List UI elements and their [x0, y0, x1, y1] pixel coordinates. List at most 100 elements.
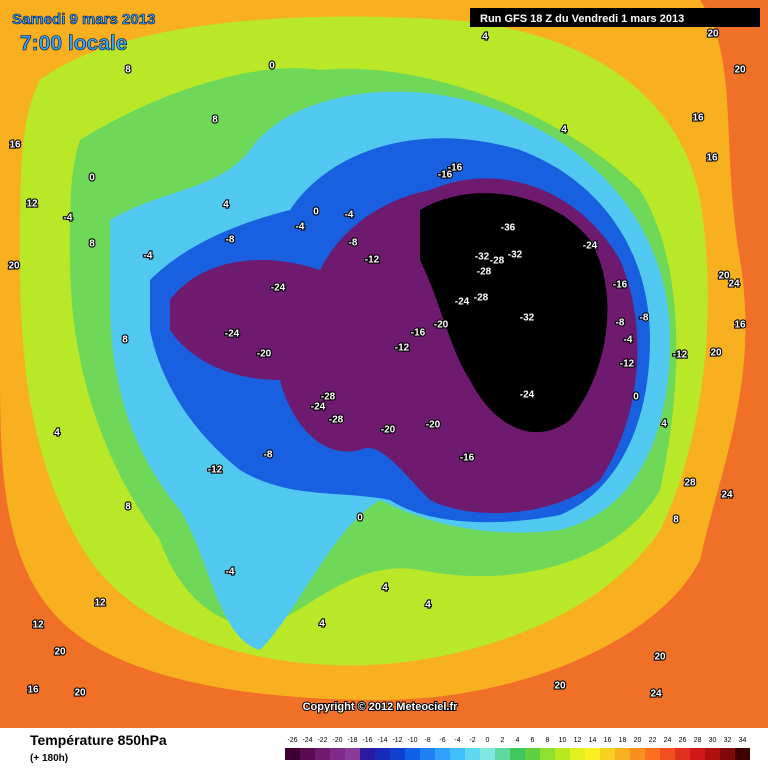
contour-label: -12 — [620, 359, 635, 370]
contour-label: -8 — [640, 313, 649, 324]
contour-label: -8 — [264, 450, 273, 461]
contour-label: 4 — [382, 583, 388, 594]
contour-label: 20 — [8, 261, 20, 272]
legend-label: 8 — [546, 737, 550, 744]
contour-label: -12 — [208, 465, 223, 476]
contour-label: 0 — [89, 173, 95, 184]
contour-label: -20 — [434, 320, 449, 331]
contour-label: 8 — [125, 65, 131, 76]
legend-label: -10 — [407, 737, 417, 744]
contour-label: -28 — [477, 267, 492, 278]
contour-label: -28 — [474, 293, 489, 304]
contour-label: -12 — [395, 343, 410, 354]
contour-label: -4 — [345, 210, 354, 221]
date-label: Samedi 9 mars 2013 — [12, 11, 155, 28]
legend-label: 22 — [649, 737, 657, 744]
contour-label: -8 — [616, 318, 625, 329]
legend-label: -6 — [439, 737, 445, 744]
contour-label: 12 — [94, 598, 106, 609]
contour-label: 28 — [684, 478, 696, 489]
legend-label: 0 — [486, 737, 490, 744]
legend-swatch — [375, 748, 390, 760]
time-label: 7:00 locale — [20, 32, 127, 55]
contour-label: -4 — [144, 251, 153, 262]
legend-label: -2 — [469, 737, 475, 744]
contour-label: -24 — [225, 329, 240, 340]
contour-label: 20 — [74, 688, 86, 699]
contour-label: -16 — [438, 170, 453, 181]
contour-label: -4 — [624, 335, 633, 346]
contour-label: 20 — [718, 271, 730, 282]
contour-label: -24 — [311, 402, 326, 413]
legend-swatch — [660, 748, 675, 760]
contour-label: -16 — [613, 280, 628, 291]
legend-swatch — [300, 748, 315, 760]
contour-label: 0 — [633, 392, 639, 403]
legend-swatch — [360, 748, 375, 760]
contour-label: 0 — [269, 61, 275, 72]
copyright: Copyright © 2012 Meteociel.fr — [303, 701, 459, 713]
contour-label: 16 — [734, 320, 746, 331]
legend-swatch — [555, 748, 570, 760]
contour-label: 20 — [654, 652, 666, 663]
contour-label: -16 — [460, 453, 475, 464]
contour-label: 20 — [707, 29, 719, 40]
legend-label: 16 — [604, 737, 612, 744]
contour-label: 4 — [54, 428, 60, 439]
legend-label: 12 — [574, 737, 582, 744]
contour-label: 8 — [125, 502, 131, 513]
contour-label: -20 — [257, 349, 272, 360]
contour-label: 20 — [710, 348, 722, 359]
legend-label: 18 — [619, 737, 627, 744]
contour-label: 4 — [482, 32, 488, 43]
legend-swatch — [345, 748, 360, 760]
legend-label: 30 — [709, 737, 717, 744]
legend-swatch — [480, 748, 495, 760]
legend-swatch — [705, 748, 720, 760]
contour-label: 20 — [554, 681, 566, 692]
legend-label: 32 — [724, 737, 732, 744]
contour-label: -32 — [520, 313, 535, 324]
contour-label: 8 — [89, 239, 95, 250]
contour-label: 24 — [721, 490, 733, 501]
contour-label: 20 — [734, 65, 746, 76]
legend-label: 26 — [679, 737, 687, 744]
legend-label: 4 — [516, 737, 520, 744]
contour-label: -24 — [520, 390, 535, 401]
contour-label: -28 — [321, 392, 336, 403]
contour-label: -4 — [64, 213, 73, 224]
contour-label: 16 — [27, 685, 39, 696]
contour-label: -24 — [583, 241, 598, 252]
footer-subtitle: (+ 180h) — [30, 753, 68, 764]
contour-label: -16 — [411, 328, 426, 339]
legend-swatch — [735, 748, 750, 760]
legend-label: 34 — [739, 737, 747, 744]
contour-label: 0 — [313, 207, 319, 218]
contour-label: 8 — [212, 115, 218, 126]
run-label: Run GFS 18 Z du Vendredi 1 mars 2013 — [480, 13, 684, 25]
contour-label: 16 — [692, 113, 704, 124]
legend-label: 20 — [634, 737, 642, 744]
contour-label: 16 — [9, 140, 21, 151]
legend-label: 6 — [531, 737, 535, 744]
contour-label: -24 — [455, 297, 470, 308]
legend-swatch — [465, 748, 480, 760]
contour-label: 4 — [319, 619, 325, 630]
legend-label: -20 — [332, 737, 342, 744]
contour-label: 12 — [32, 620, 44, 631]
legend-label: -24 — [302, 737, 312, 744]
contour-label: -20 — [426, 420, 441, 431]
contour-label: -32 — [508, 250, 523, 261]
contour-label: 16 — [706, 153, 718, 164]
footer-title: Température 850hPa — [30, 732, 167, 748]
legend-label: 24 — [664, 737, 672, 744]
contour-label: 8 — [122, 335, 128, 346]
legend-swatch — [435, 748, 450, 760]
contour-label: -4 — [226, 567, 235, 578]
contour-label: 24 — [650, 689, 662, 700]
contour-label: 4 — [425, 600, 431, 611]
field-black — [420, 193, 608, 433]
legend-swatch — [600, 748, 615, 760]
temperature-field — [0, 0, 768, 728]
legend-swatch — [405, 748, 420, 760]
